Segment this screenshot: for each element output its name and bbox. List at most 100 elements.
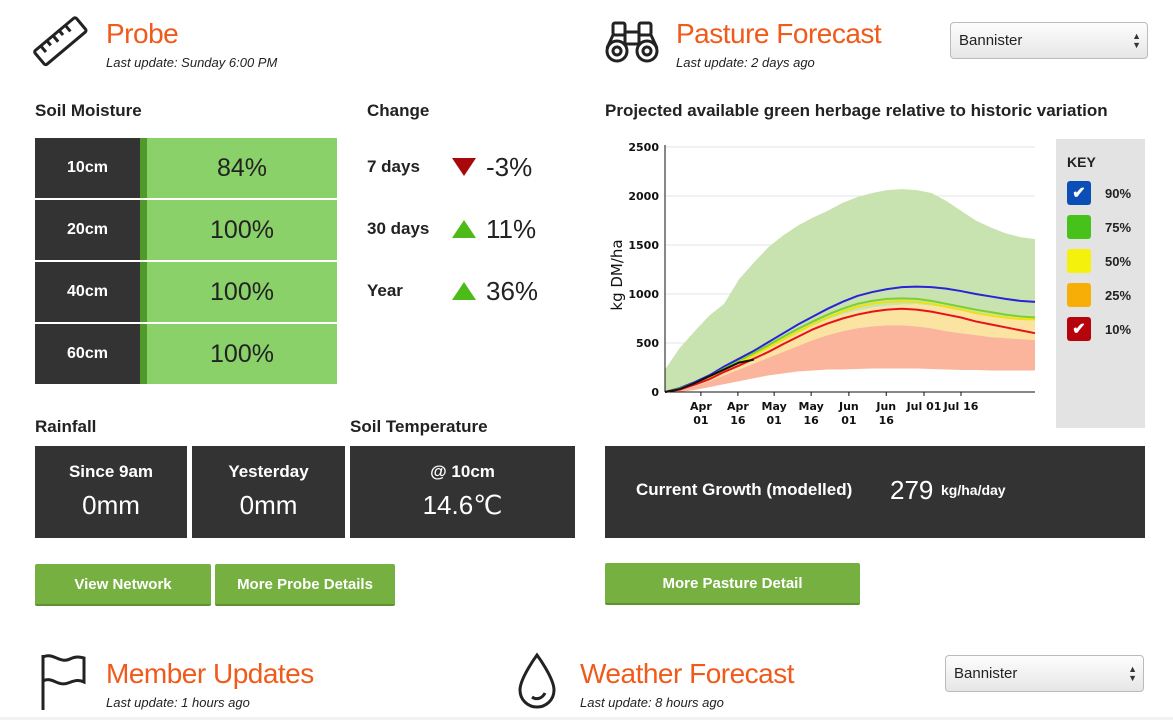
chart-bands [665,189,1035,392]
rainfall-label: Rainfall [35,417,97,436]
more-probe-details-button[interactable]: More Probe Details [215,564,395,606]
soil-temperature-label: Soil Temperature [350,417,488,436]
checkbox-icon[interactable] [1067,215,1091,239]
key-item-25pct[interactable]: 25% [1067,283,1131,307]
change-row-30-days: 30 days 11% [367,214,536,244]
checkbox-checked-icon[interactable]: ✔ [1067,181,1091,205]
y-tick-label: 1500 [628,239,659,252]
select-arrows-icon: ▲ ▼ [1128,663,1137,683]
moisture-edge [140,324,147,384]
key-label: 25% [1105,287,1132,303]
x-tick-label: May [799,400,824,413]
rainfall-value: 0mm [82,490,140,520]
water-drop-icon [516,652,558,710]
key-item-90pct[interactable]: ✔ 90% [1067,181,1131,205]
y-tick-label: 2500 [628,141,659,154]
weather-location-value: Bannister [954,665,1018,682]
x-tick-label: 16 [879,414,895,427]
y-axis-label: kg DM/ha [608,239,626,310]
key-label: 75% [1105,219,1132,235]
moisture-row-10cm: 10cm 84% [35,138,337,198]
pasture-chart-heading: Projected available green herbage relati… [605,101,1108,120]
moisture-row-40cm: 40cm 100% [35,262,337,322]
moisture-edge [140,200,147,260]
moisture-depth: 20cm [35,200,140,260]
y-tick-label: 1000 [628,288,659,301]
weather-title: Weather Forecast [580,658,795,689]
change-row-7-days: 7 days -3% [367,152,532,182]
series-line-10pct [664,307,1036,393]
y-tick-label: 0 [651,386,659,399]
checkbox-icon[interactable] [1067,249,1091,273]
rainfall-value: 0mm [239,490,298,520]
moisture-value: 84% [147,138,337,198]
soil-temp-depth: @ 10cm [430,462,495,481]
rainfall-yesterday: Yesterday 0mm [192,446,345,538]
x-tick-label: 16 [730,414,746,427]
key-title: KEY [1067,154,1096,170]
change-period: 7 days [367,157,420,176]
x-tick-label: 01 [693,414,708,427]
rainfall-period: Yesterday [228,462,309,481]
weather-last-update: Last update: 8 hours ago [580,695,724,710]
footer-divider [0,717,1173,720]
x-tick-label: May [762,400,787,413]
x-tick-label: 01 [766,414,781,427]
key-item-50pct[interactable]: 50% [1067,249,1131,273]
soil-moisture-label: Soil Moisture [35,101,142,120]
member-updates-title: Member Updates [106,658,314,689]
moisture-edge [140,138,147,198]
series-line-current [664,358,754,393]
x-tick-label: Apr [690,400,712,413]
moisture-depth: 40cm [35,262,140,322]
chart-key-panel: KEY ✔ 90% 75% 50% 25% ✔ 10% [1056,139,1145,428]
chart-lines [664,285,1036,393]
soil-temp-box: @ 10cm 14.6℃ [350,446,575,538]
more-pasture-detail-button[interactable]: More Pasture Detail [605,563,860,605]
y-tick-label: 500 [636,337,659,350]
series-line-90pct [664,285,1036,393]
weather-location-select[interactable]: Bannister ▲ ▼ [945,655,1144,692]
probe-last-update: Last update: Sunday 6:00 PM [106,55,278,70]
x-tick-label: Jul 16 [943,400,979,413]
moisture-depth: 60cm [35,324,140,384]
key-label: 10% [1105,321,1132,337]
current-growth-value: 279 [890,475,934,505]
change-period: 30 days [367,219,430,238]
change-value: 11% [486,213,537,244]
binoculars-icon [603,20,661,64]
moisture-value: 100% [147,200,337,260]
x-tick-label: Jun [838,400,859,413]
flag-icon [38,652,88,712]
band-25-min [665,325,1035,392]
checkbox-icon[interactable] [1067,283,1091,307]
pasture-location-select[interactable]: Bannister ▲ ▼ [950,22,1148,59]
arrow-down-icon [452,158,476,176]
change-value: -3% [486,151,533,182]
member-updates-last-update: Last update: 1 hours ago [106,695,250,710]
key-label: 90% [1105,185,1132,201]
change-label: Change [367,101,430,120]
change-row-year: Year 36% [367,276,538,306]
view-network-button[interactable]: View Network [35,564,211,606]
key-item-10pct[interactable]: ✔ 10% [1067,317,1131,341]
moisture-depth: 10cm [35,138,140,198]
soil-temp-value: 14.6℃ [422,490,503,520]
probe-title: Probe [106,18,179,49]
x-tick-label: Jul 01 [906,400,942,413]
current-growth-label: Current Growth (modelled) [636,480,853,499]
chart-axes: 05001000150020002500Apr01Apr16May01May16… [628,141,1035,427]
checkbox-checked-icon[interactable]: ✔ [1067,317,1091,341]
x-tick-label: Apr [727,400,749,413]
current-growth-unit: kg/ha/day [941,482,1006,498]
pasture-location-value: Bannister [959,32,1023,49]
moisture-value: 100% [147,262,337,322]
key-item-75pct[interactable]: 75% [1067,215,1131,239]
pasture-last-update: Last update: 2 days ago [676,55,815,70]
change-period: Year [367,281,403,300]
moisture-row-20cm: 20cm 100% [35,200,337,260]
pasture-title: Pasture Forecast [676,18,882,49]
y-tick-label: 2000 [628,190,659,203]
arrow-up-icon [452,282,476,300]
x-tick-label: 01 [841,414,856,427]
